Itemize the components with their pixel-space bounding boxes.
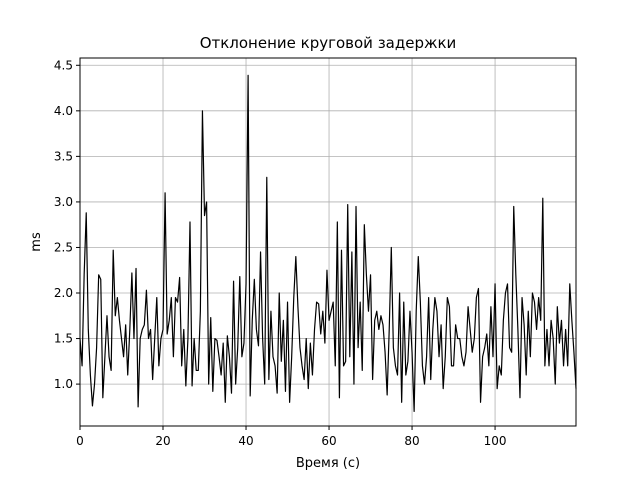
x-axis-label: Время (с) <box>296 456 360 471</box>
x-tick-label: 60 <box>321 434 336 448</box>
x-tick-label: 40 <box>238 434 253 448</box>
x-tick-label: 20 <box>155 434 170 448</box>
y-tick-label: 3.5 <box>54 149 73 163</box>
y-tick-label: 3.0 <box>54 195 73 209</box>
y-tick-label: 4.0 <box>54 104 73 118</box>
y-tick-label: 1.5 <box>54 332 73 346</box>
y-tick-label: 1.0 <box>54 377 73 391</box>
y-tick-label: 4.5 <box>54 58 73 72</box>
x-tick-label: 0 <box>76 434 84 448</box>
y-tick-label: 2.5 <box>54 240 73 254</box>
grid <box>79 58 576 426</box>
y-tick-label: 2.0 <box>54 286 73 300</box>
x-tick-label: 80 <box>404 434 419 448</box>
x-tick-label: 100 <box>484 434 507 448</box>
chart-title: Отклонение круговой задержки <box>200 34 457 52</box>
data-line <box>79 74 577 413</box>
y-axis-label: ms <box>29 232 44 252</box>
plot <box>79 74 577 413</box>
axes-frame <box>79 57 577 427</box>
